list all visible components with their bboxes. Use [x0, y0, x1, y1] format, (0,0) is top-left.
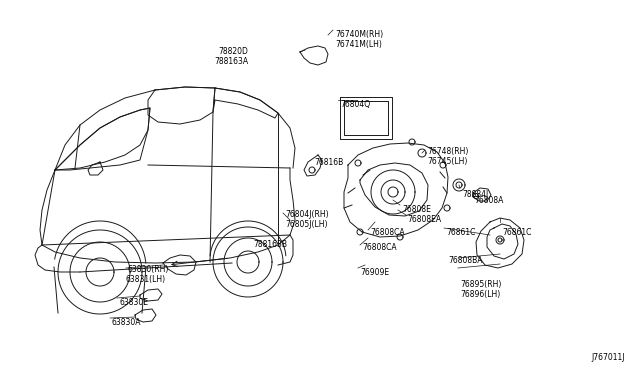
Text: 76804J(RH): 76804J(RH) [285, 210, 328, 219]
Text: 76816B: 76816B [314, 158, 343, 167]
Text: 63830E: 63830E [119, 298, 148, 307]
Text: 76909E: 76909E [360, 268, 389, 277]
Text: 788163A: 788163A [214, 57, 248, 66]
Text: 76808A: 76808A [474, 196, 504, 205]
Text: 76745(LH): 76745(LH) [427, 157, 467, 166]
Text: 78884J: 78884J [462, 190, 488, 199]
Text: 76808EA: 76808EA [407, 215, 441, 224]
Text: 78820D: 78820D [218, 47, 248, 56]
Text: 76748(RH): 76748(RH) [427, 147, 468, 156]
Text: 76808BA: 76808BA [448, 256, 483, 265]
Text: 76896(LH): 76896(LH) [460, 290, 500, 299]
Text: 76895(RH): 76895(RH) [460, 280, 501, 289]
Text: 76861C: 76861C [446, 228, 476, 237]
Text: 76740M(RH): 76740M(RH) [335, 30, 383, 39]
Text: 76808CA: 76808CA [362, 243, 397, 252]
Text: 76804Q: 76804Q [340, 100, 370, 109]
Text: 76808E: 76808E [402, 205, 431, 214]
Text: 76805J(LH): 76805J(LH) [285, 220, 328, 229]
Text: 63830A: 63830A [112, 318, 141, 327]
Text: 63831(LH): 63831(LH) [126, 275, 166, 284]
Text: 76861C: 76861C [502, 228, 531, 237]
Text: 76808CA: 76808CA [370, 228, 404, 237]
Text: 63830(RH): 63830(RH) [128, 265, 170, 274]
Text: 76741M(LH): 76741M(LH) [335, 40, 382, 49]
Text: J767011J: J767011J [591, 353, 625, 362]
Text: 788163B: 788163B [253, 240, 287, 249]
